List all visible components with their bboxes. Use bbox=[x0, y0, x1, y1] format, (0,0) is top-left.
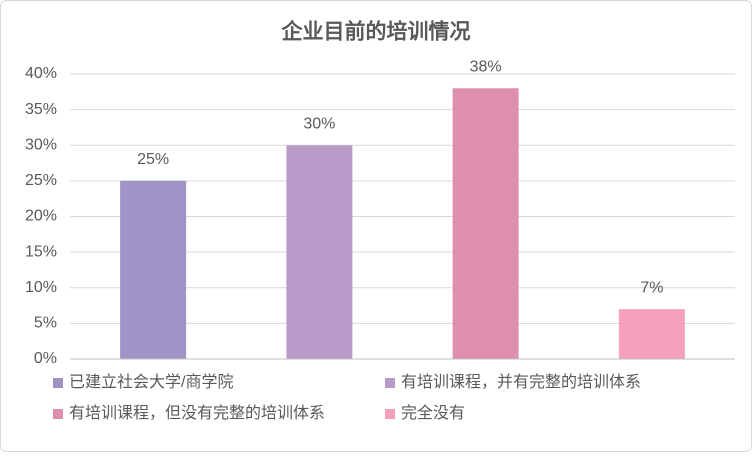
legend-swatch bbox=[385, 409, 395, 419]
chart-title: 企业目前的培训情况 bbox=[281, 20, 471, 44]
legend-label: 完全没有 bbox=[401, 404, 465, 422]
y-tick-label: 10% bbox=[25, 279, 57, 296]
y-tick-label: 35% bbox=[25, 101, 57, 118]
bar bbox=[452, 88, 519, 359]
y-tick-label: 0% bbox=[34, 350, 57, 367]
legend-label: 有培训课程，并有完整的培训体系 bbox=[401, 373, 641, 391]
y-tick-label: 5% bbox=[34, 315, 57, 332]
data-label: 30% bbox=[303, 115, 335, 132]
legend-swatch bbox=[53, 378, 63, 388]
bar bbox=[286, 145, 353, 359]
legend-label: 有培训课程，但没有完整的培训体系 bbox=[69, 404, 325, 422]
legend-swatch bbox=[385, 378, 395, 388]
data-label: 38% bbox=[470, 58, 502, 75]
y-tick-label: 20% bbox=[25, 208, 57, 225]
y-tick-label: 15% bbox=[25, 243, 57, 260]
y-tick-label: 25% bbox=[25, 172, 57, 189]
legend-swatch bbox=[53, 409, 63, 419]
data-label: 7% bbox=[640, 279, 663, 296]
bar bbox=[120, 180, 187, 359]
legend-label: 已建立社会大学/商学院 bbox=[69, 373, 233, 391]
y-tick-label: 40% bbox=[25, 65, 57, 82]
bar bbox=[618, 309, 685, 359]
y-tick-label: 30% bbox=[25, 136, 57, 153]
data-label: 25% bbox=[137, 151, 169, 168]
